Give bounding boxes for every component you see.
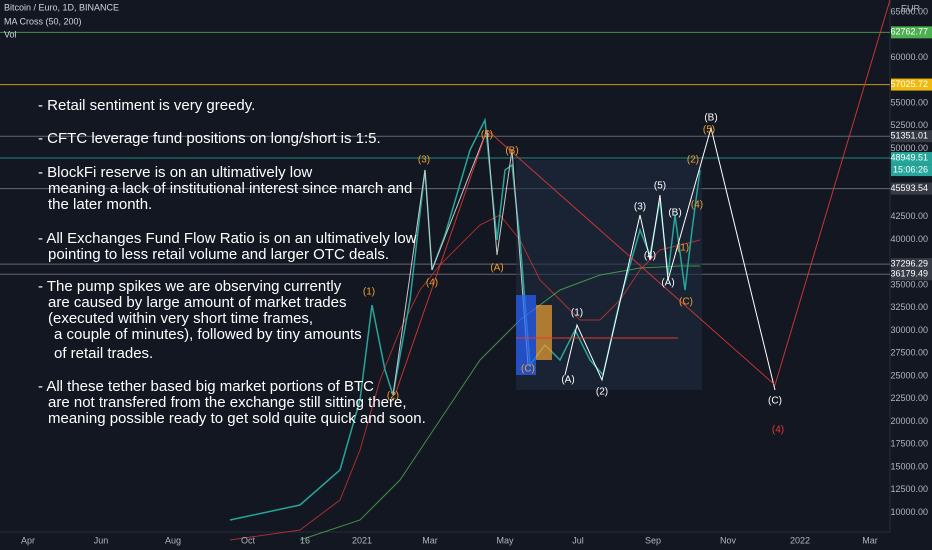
price-tick-label: 15000.00 xyxy=(890,461,928,471)
wave-label: (3) xyxy=(418,155,430,166)
price-badge-label: 37296.29 xyxy=(890,258,928,268)
time-tick-label: Jul xyxy=(572,535,584,545)
price-tick-label: 27500.00 xyxy=(890,348,928,358)
price-tick-label: 22500.00 xyxy=(890,393,928,403)
note-line: of retail trades. xyxy=(54,345,153,362)
volume-label: Vol xyxy=(4,29,17,39)
wave-label: (5) xyxy=(703,125,715,136)
price-tick-label: 30000.00 xyxy=(890,325,928,335)
price-tick-label: 12500.00 xyxy=(890,484,928,494)
time-tick-label: May xyxy=(496,535,514,545)
wave-label: (5) xyxy=(481,130,493,141)
price-badge xyxy=(891,258,932,271)
wave-label: (A) xyxy=(490,263,503,274)
note-line: a couple of minutes), followed by tiny a… xyxy=(54,326,362,343)
note-line: pointing to less retail volume and large… xyxy=(48,246,389,263)
note-line: - BlockFi reserve is on an ultimatively … xyxy=(38,164,312,181)
wave-label: (5) xyxy=(654,181,666,192)
note-line: - Retail sentiment is very greedy. xyxy=(38,97,255,114)
note-line: - The pump spikes we are observing curre… xyxy=(38,278,342,295)
price-tick-label: 60000.00 xyxy=(890,52,928,62)
wave-label: (4) xyxy=(644,251,656,262)
note-line: the later month. xyxy=(48,196,152,213)
wave-label: (1) xyxy=(571,308,583,319)
wave-lines xyxy=(564,126,776,391)
wave-label: (C) xyxy=(679,297,693,308)
note-line: - All these tether based big market port… xyxy=(38,378,374,395)
price-badge-label: 45593.54 xyxy=(890,183,928,193)
price-tick-label: 25000.00 xyxy=(890,370,928,380)
note-line: are not transfered from the exchange sti… xyxy=(48,394,407,411)
note-line: are caused by large amount of market tra… xyxy=(48,294,347,311)
wave-label: (3) xyxy=(634,202,646,213)
symbol: Bitcoin / Euro, 1D, BINANCE xyxy=(4,2,119,12)
time-tick-label: 16 xyxy=(300,535,310,545)
currency: EUR xyxy=(901,3,921,13)
price-badge xyxy=(891,268,932,281)
price-badge-label: 36179.49 xyxy=(890,269,928,279)
price-tick-label: 65000.00 xyxy=(890,6,928,16)
projection-line xyxy=(394,0,891,396)
wave-label: (C) xyxy=(521,364,535,375)
price-tick-label: 10000.00 xyxy=(890,507,928,517)
wave-label: (2) xyxy=(687,155,699,166)
note-line: meaning a lack of institutional interest… xyxy=(48,180,412,197)
countdown: 15:06:26 xyxy=(893,164,928,174)
wave-label: (1) xyxy=(677,243,689,254)
price-tick-label: 17500.00 xyxy=(890,439,928,449)
price-badge-label: 62762.77 xyxy=(890,27,928,37)
wave-label: (B) xyxy=(704,113,717,124)
time-tick-label: Mar xyxy=(422,535,438,545)
wave-label: (B) xyxy=(505,146,518,157)
foreground-layer: Bitcoin / Euro, 1D, BINANCE MA Cross (50,… xyxy=(4,2,932,545)
price-tick-label: 52500.00 xyxy=(890,120,928,130)
background-layer xyxy=(0,31,890,275)
time-tick-label: Sep xyxy=(645,535,661,545)
countdown-badge xyxy=(891,164,932,177)
time-tick-label: 2021 xyxy=(352,535,372,545)
indicator: MA Cross (50, 200) xyxy=(4,16,82,26)
price-tick-label: 55000.00 xyxy=(890,97,928,107)
note-line: - CFTC leverage fund positions on long/s… xyxy=(38,130,381,147)
wave-label: (4) xyxy=(772,425,784,436)
profile-bar xyxy=(516,295,536,375)
price-badge xyxy=(891,26,932,39)
wave-label: (A) xyxy=(661,278,674,289)
price-tick-label: 35000.00 xyxy=(890,279,928,289)
time-tick-label: 2022 xyxy=(790,535,810,545)
time-tick-label: Oct xyxy=(241,535,256,545)
wave-label: (B) xyxy=(668,208,681,219)
price-tick-label: 20000.00 xyxy=(890,416,928,426)
price-tick-label: 50000.00 xyxy=(890,143,928,153)
price-badge xyxy=(891,182,932,195)
price-badge xyxy=(891,78,932,91)
price-badge-label: 57025.72 xyxy=(890,79,928,89)
note-line: - All Exchanges Fund Flow Ratio is on an… xyxy=(38,230,417,247)
price-badge-label: 48949.51 xyxy=(890,152,928,162)
price-badge xyxy=(891,130,932,143)
note-line: (executed within very short time frames, xyxy=(48,310,313,327)
wave-label: (4) xyxy=(426,278,438,289)
price-badge-label: 51351.01 xyxy=(890,131,928,141)
price-tick-label: 32500.00 xyxy=(890,302,928,312)
time-tick-label: Apr xyxy=(21,535,35,545)
wave-label: (1) xyxy=(363,287,375,298)
price-badge xyxy=(891,152,932,165)
price-tick-label: 42500.00 xyxy=(890,211,928,221)
wave-label: (C) xyxy=(768,396,782,407)
time-tick-label: Mar xyxy=(862,535,878,545)
time-tick-label: Jun xyxy=(94,535,109,545)
note-line: meaning possible ready to get sold quite… xyxy=(48,410,426,427)
time-tick-label: Aug xyxy=(165,535,181,545)
time-tick-label: Nov xyxy=(720,535,737,545)
wave-label: (2) xyxy=(387,391,399,402)
wave-label: (2) xyxy=(596,387,608,398)
volume-profile xyxy=(516,295,678,375)
wave-label: (4) xyxy=(691,200,703,211)
profile-bar xyxy=(536,305,552,360)
wave-label: (A) xyxy=(561,375,574,386)
price-tick-label: 40000.00 xyxy=(890,234,928,244)
